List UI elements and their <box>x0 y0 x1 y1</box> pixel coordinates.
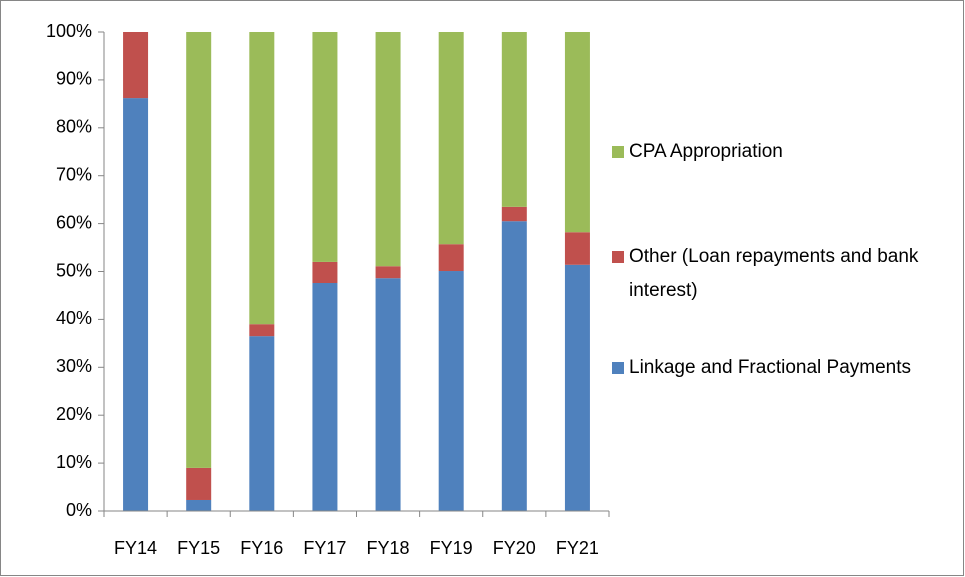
bar-segment <box>501 221 527 511</box>
x-tick-label: FY19 <box>430 538 473 558</box>
y-tick-label: 30% <box>56 356 92 376</box>
legend-swatch <box>612 146 624 158</box>
bar-segment <box>186 467 212 500</box>
legend-label: Other (Loan repayments and bank interest… <box>629 246 919 301</box>
x-tick-label: FY15 <box>177 538 220 558</box>
bar-segment <box>375 266 401 279</box>
y-tick-label: 20% <box>56 404 92 424</box>
bar-segment <box>186 32 212 468</box>
bar-segment <box>249 324 275 337</box>
bar-segment <box>312 261 338 283</box>
bar-segment <box>564 232 590 265</box>
bar-segment <box>501 206 527 222</box>
legend-label: Linkage and Fractional Payments <box>629 357 911 378</box>
x-tick-label: FY17 <box>303 538 346 558</box>
legend-item: Linkage and Fractional Payments <box>612 351 942 385</box>
x-tick-label: FY14 <box>114 538 157 558</box>
bar-segment <box>438 244 464 272</box>
y-tick-label: 60% <box>56 212 92 232</box>
bar-segment <box>249 336 275 511</box>
bar-segment <box>564 32 590 233</box>
bar-segment <box>249 32 275 325</box>
legend-swatch <box>612 251 624 263</box>
bar-segment <box>438 32 464 245</box>
bar-segment <box>375 278 401 511</box>
x-tick-label: FY16 <box>240 538 283 558</box>
bar-segment <box>438 271 464 511</box>
bar-segment <box>123 32 149 99</box>
y-tick-label: 100% <box>46 21 92 41</box>
y-tick-label: 80% <box>56 117 92 137</box>
y-tick-label: 70% <box>56 164 92 184</box>
x-tick-label: FY18 <box>367 538 410 558</box>
x-tick-label: FY21 <box>556 538 599 558</box>
legend-swatch <box>612 362 624 374</box>
legend-item: Other (Loan repayments and bank interest… <box>612 240 942 308</box>
bar-segment <box>375 32 401 267</box>
bar-segment <box>123 98 149 512</box>
bar-segment <box>186 499 212 511</box>
bar-segment <box>501 32 527 207</box>
legend-item: CPA Appropriation <box>612 135 942 169</box>
bar-segment <box>312 282 338 511</box>
bar-segment <box>312 32 338 262</box>
y-tick-label: 0% <box>66 500 92 520</box>
legend-label: CPA Appropriation <box>629 141 783 162</box>
y-tick-label: 50% <box>56 260 92 280</box>
y-tick-label: 40% <box>56 308 92 328</box>
y-tick-label: 10% <box>56 452 92 472</box>
bar-segment <box>564 264 590 511</box>
y-tick-label: 90% <box>56 69 92 89</box>
x-tick-label: FY20 <box>493 538 536 558</box>
